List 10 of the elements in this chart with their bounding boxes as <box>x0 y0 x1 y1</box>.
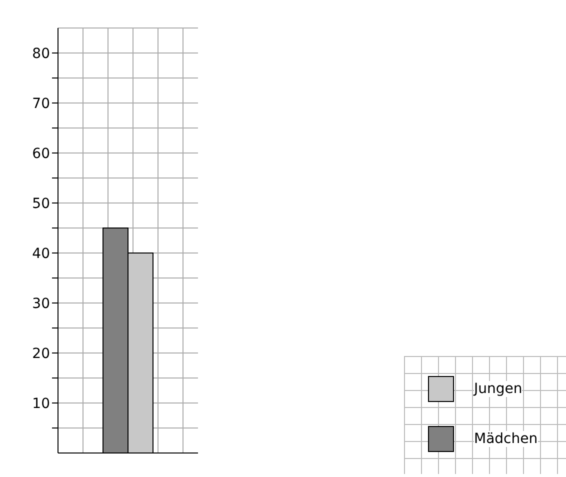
y-tick-label: 30 <box>32 296 50 312</box>
y-tick-label: 10 <box>32 396 50 412</box>
y-tick-label: 60 <box>32 146 50 162</box>
y-tick-label: 80 <box>32 46 50 62</box>
legend-label: Jungen <box>474 381 522 397</box>
legend-label: Mädchen <box>474 431 538 447</box>
y-tick-label: 40 <box>32 246 50 262</box>
y-tick-label: 20 <box>32 346 50 362</box>
y-tick-label: 70 <box>32 96 50 112</box>
y-tick-label: 50 <box>32 196 50 212</box>
